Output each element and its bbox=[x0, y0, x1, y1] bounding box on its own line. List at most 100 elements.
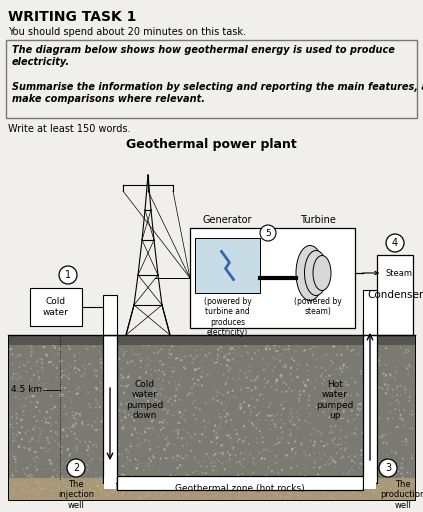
Point bbox=[319, 494, 325, 502]
Point bbox=[79, 492, 86, 500]
Point bbox=[222, 412, 229, 420]
Point bbox=[190, 334, 196, 342]
Point bbox=[47, 485, 53, 494]
Point bbox=[287, 370, 294, 378]
Point bbox=[38, 417, 45, 425]
Point bbox=[265, 377, 272, 386]
Point bbox=[311, 459, 318, 467]
Point bbox=[281, 486, 288, 494]
Point bbox=[332, 462, 339, 470]
Point bbox=[95, 478, 102, 486]
Point bbox=[121, 351, 127, 359]
Point bbox=[24, 387, 30, 395]
Point bbox=[197, 488, 204, 496]
Point bbox=[358, 335, 365, 344]
Point bbox=[27, 471, 34, 479]
Point bbox=[129, 431, 135, 439]
Point bbox=[194, 428, 201, 436]
Point bbox=[227, 365, 234, 373]
Point bbox=[198, 373, 205, 381]
Point bbox=[360, 338, 366, 347]
Point bbox=[15, 486, 22, 495]
Point bbox=[36, 354, 42, 362]
Point bbox=[32, 422, 39, 431]
Point bbox=[289, 445, 296, 454]
Point bbox=[396, 398, 402, 407]
Point bbox=[214, 355, 221, 364]
Point bbox=[142, 436, 149, 444]
Point bbox=[77, 437, 83, 445]
Point bbox=[152, 342, 159, 350]
Point bbox=[107, 378, 113, 386]
Point bbox=[19, 338, 26, 346]
Point bbox=[275, 343, 282, 351]
Point bbox=[198, 478, 205, 486]
Point bbox=[69, 408, 76, 416]
Point bbox=[385, 473, 391, 481]
Point bbox=[398, 459, 405, 467]
Point bbox=[80, 477, 87, 485]
Point bbox=[393, 397, 400, 405]
Point bbox=[339, 493, 346, 501]
Point bbox=[187, 483, 194, 491]
Point bbox=[145, 490, 151, 498]
Bar bbox=[30, 288, 82, 326]
Point bbox=[164, 478, 171, 486]
Point bbox=[59, 490, 66, 499]
Point bbox=[270, 355, 277, 363]
Point bbox=[228, 478, 234, 486]
Point bbox=[347, 366, 354, 374]
Point bbox=[65, 393, 72, 401]
Point bbox=[353, 411, 360, 419]
Point bbox=[50, 353, 57, 361]
Point bbox=[329, 455, 336, 463]
Point bbox=[35, 367, 41, 375]
Point bbox=[200, 494, 207, 502]
Point bbox=[343, 364, 350, 372]
Point bbox=[71, 411, 78, 419]
Point bbox=[347, 426, 354, 434]
Point bbox=[215, 432, 222, 440]
Point bbox=[60, 371, 66, 379]
Point bbox=[38, 355, 45, 363]
Point bbox=[155, 336, 162, 344]
Point bbox=[283, 492, 290, 500]
Point bbox=[101, 467, 108, 475]
Point bbox=[147, 445, 154, 454]
Point bbox=[382, 372, 389, 380]
Point bbox=[276, 485, 283, 493]
Point bbox=[387, 429, 394, 437]
Point bbox=[44, 419, 51, 427]
Point bbox=[329, 359, 336, 368]
Point bbox=[156, 490, 162, 498]
Point bbox=[173, 354, 180, 362]
Point bbox=[36, 484, 43, 492]
Point bbox=[191, 355, 198, 363]
Point bbox=[192, 489, 199, 498]
Point bbox=[231, 486, 238, 495]
Point bbox=[358, 481, 365, 489]
Point bbox=[314, 355, 321, 363]
Point bbox=[156, 481, 162, 489]
Point bbox=[128, 472, 135, 480]
Point bbox=[283, 380, 290, 388]
Point bbox=[9, 360, 16, 368]
Point bbox=[195, 381, 202, 389]
Point bbox=[181, 416, 188, 424]
Point bbox=[107, 366, 114, 374]
Point bbox=[370, 479, 377, 487]
Point bbox=[347, 483, 354, 492]
Point bbox=[125, 449, 132, 457]
Point bbox=[165, 406, 172, 414]
Point bbox=[11, 485, 17, 493]
Point bbox=[37, 444, 44, 452]
Point bbox=[13, 480, 20, 488]
Point bbox=[200, 336, 206, 344]
Point bbox=[185, 492, 192, 500]
Point bbox=[316, 401, 323, 409]
Point bbox=[323, 373, 330, 381]
Point bbox=[55, 350, 62, 358]
Point bbox=[287, 482, 294, 490]
Point bbox=[46, 488, 52, 496]
Point bbox=[139, 492, 146, 500]
